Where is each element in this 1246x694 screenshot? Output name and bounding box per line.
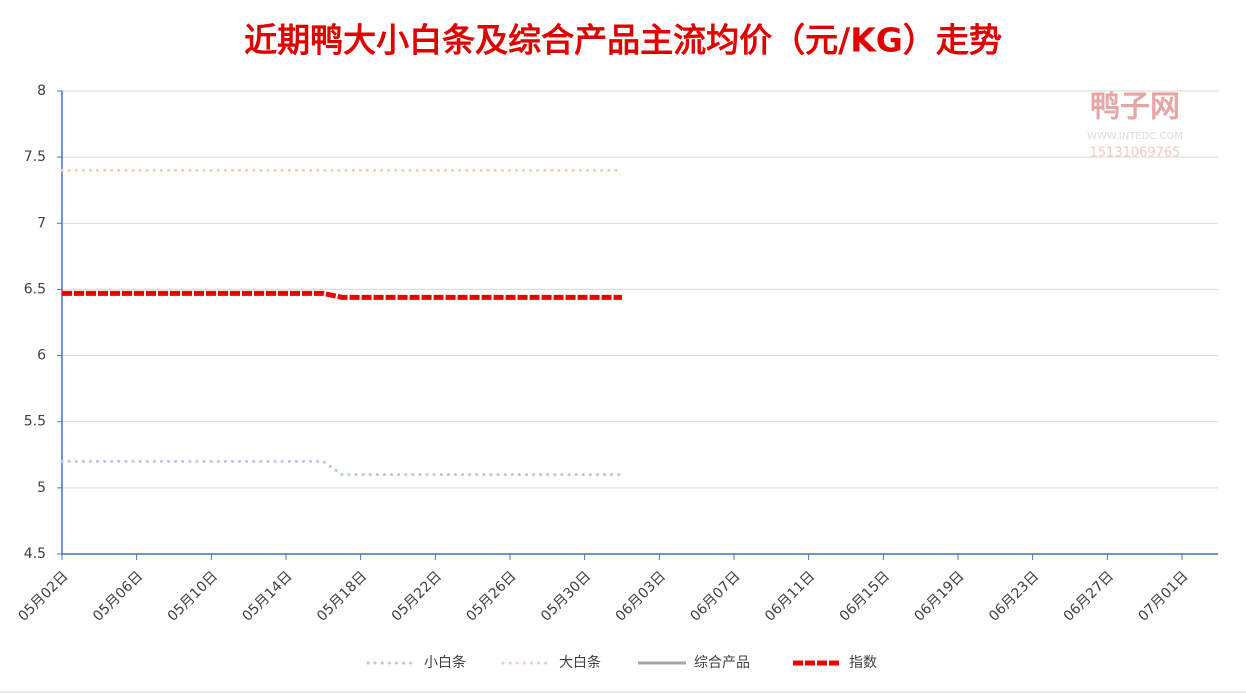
series-line: [60, 459, 624, 477]
legend-item: 小白条: [366, 654, 466, 671]
watermark-text: 15131069765: [1090, 146, 1181, 161]
y-tick-label: 6.5: [24, 281, 46, 297]
y-tick-label: 5: [37, 480, 46, 496]
legend-item: 综合产品: [638, 655, 750, 671]
watermark-text: WWW.INTEDC.COM: [1087, 131, 1183, 142]
y-tick-label: 7: [37, 215, 46, 231]
series-line: [62, 290, 622, 300]
watermark-text: 鸭子网: [1090, 90, 1180, 125]
y-tick-label: 5.5: [24, 414, 46, 430]
y-tick-label: 4.5: [24, 546, 46, 562]
legend-item: 大白条: [501, 654, 601, 671]
y-tick-label: 7.5: [24, 149, 46, 165]
legend-label: 指数: [849, 655, 877, 671]
legend-label: 小白条: [424, 654, 466, 671]
legend-label: 综合产品: [694, 655, 750, 671]
y-tick-label: 8: [37, 83, 46, 99]
legend-item: 指数: [793, 655, 877, 671]
chart-title: 近期鸭大小白条及综合产品主流均价（元/KG）走势: [244, 21, 1002, 60]
y-tick-label: 6: [37, 348, 46, 364]
legend-label: 大白条: [559, 654, 601, 671]
